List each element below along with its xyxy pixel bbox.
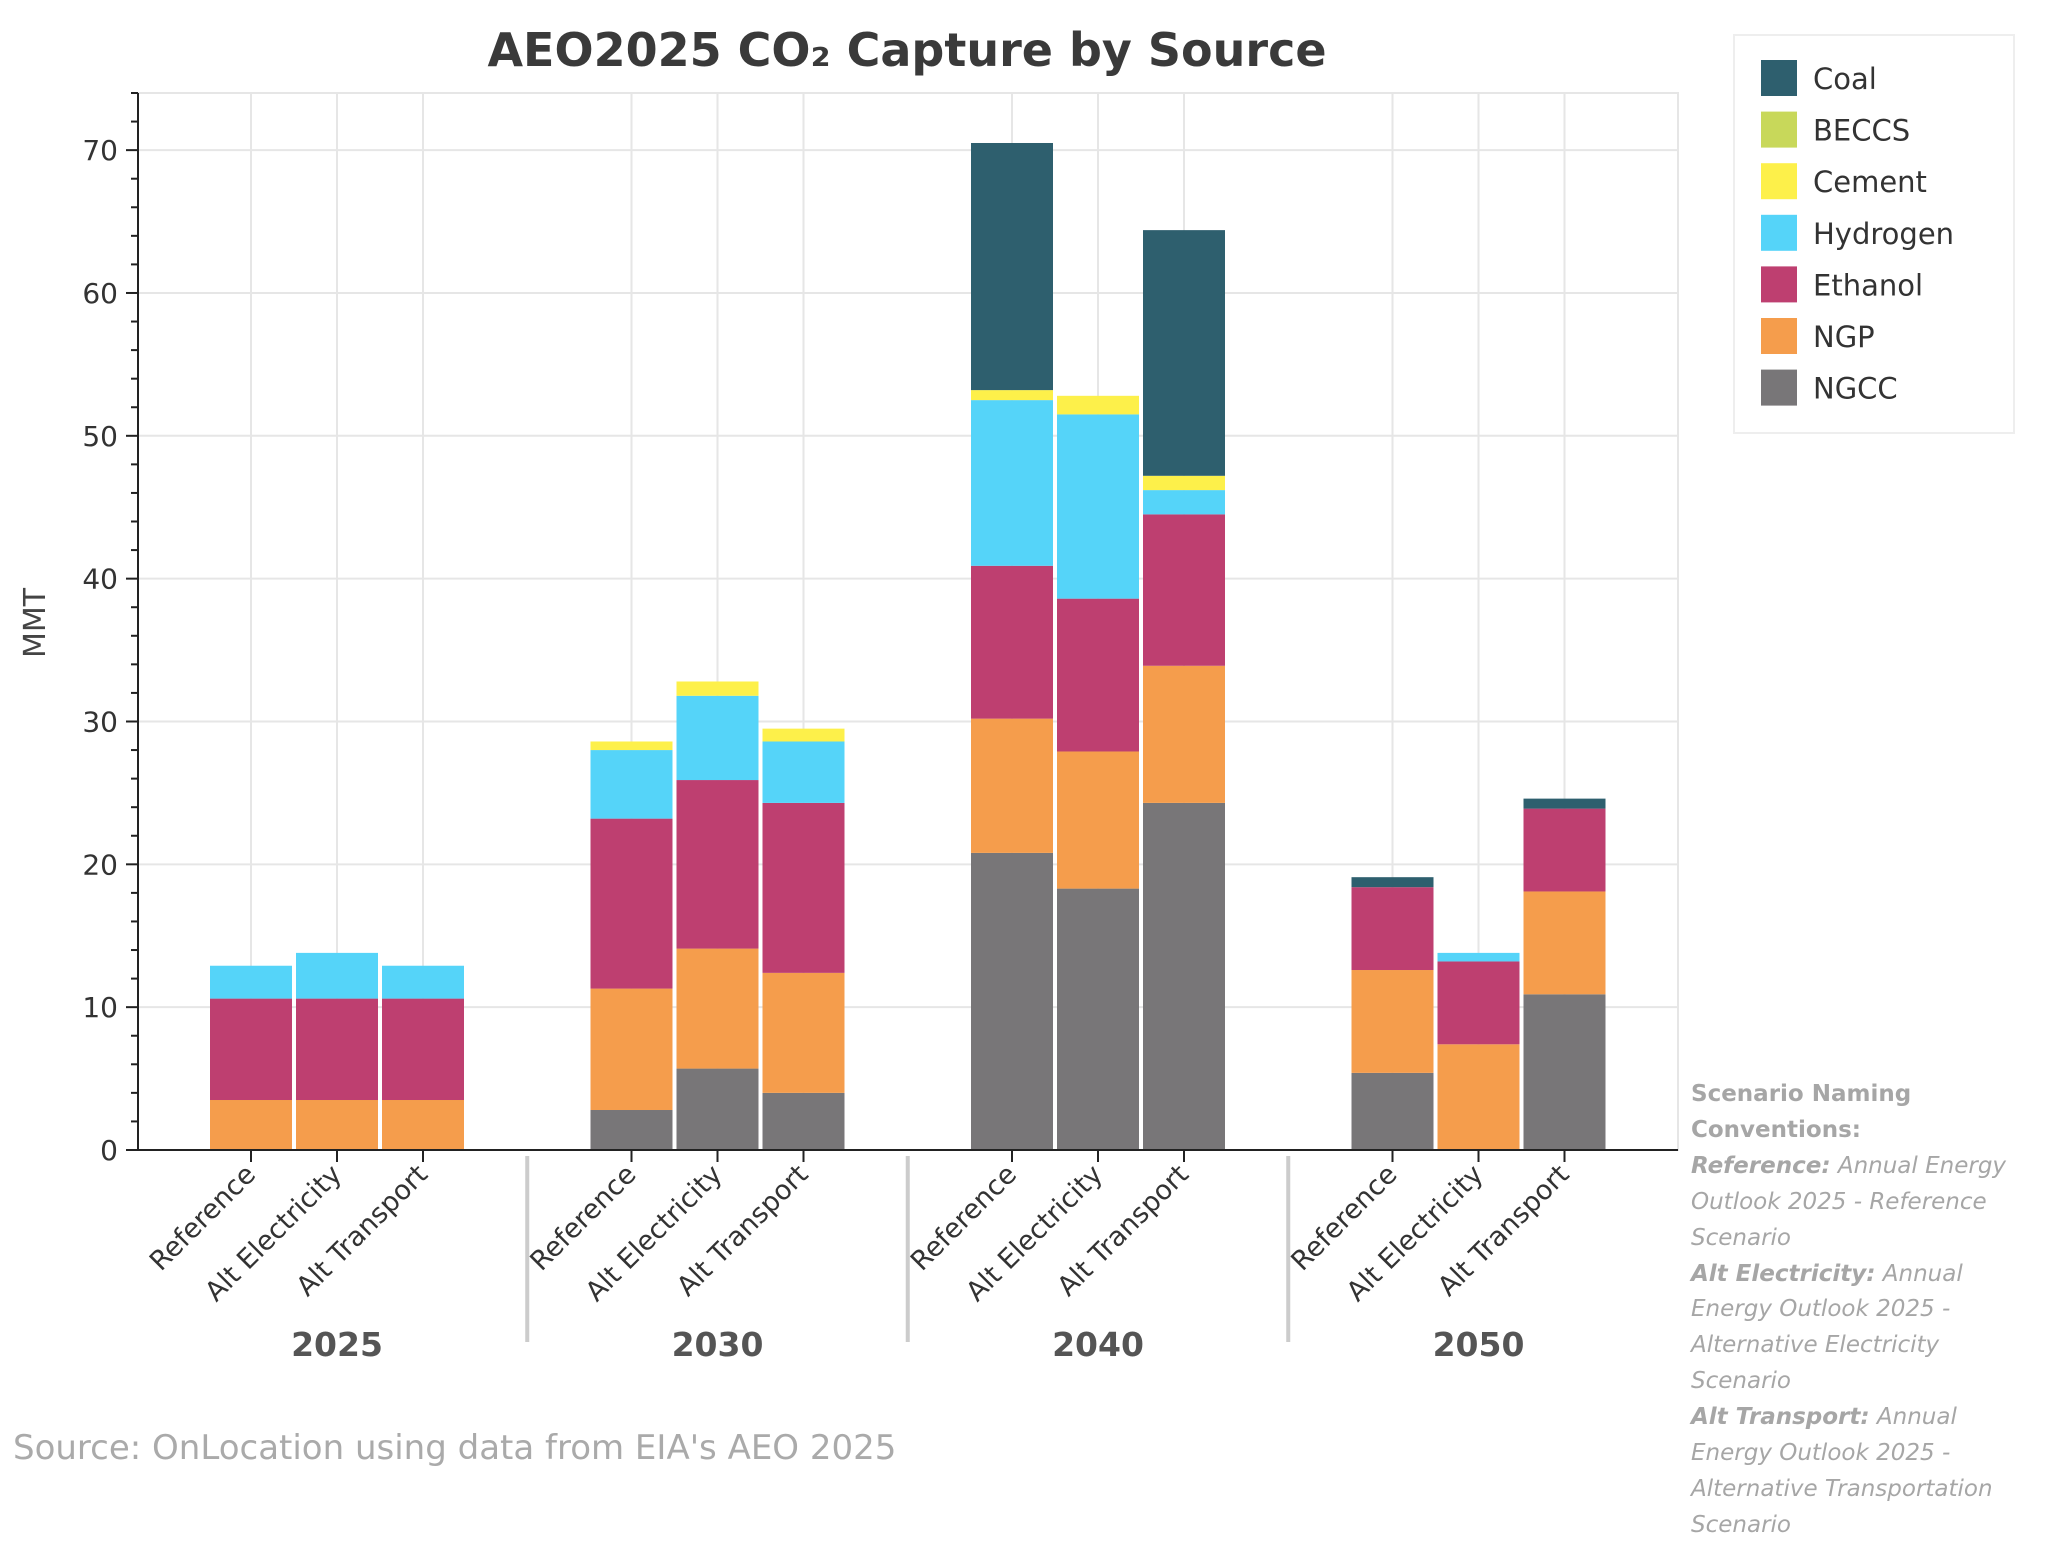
legend: Coal BECCS Cement Hydrogen Ethanol NGP NGCC (1733, 34, 2015, 434)
note-desc: Annual Energy Outlook 2025 - Alternative… (1691, 1260, 1963, 1395)
chart-title: AEO2025 CO₂ Capture by Source (487, 23, 1326, 77)
bar-segment (1143, 475, 1225, 491)
bar-segment (590, 818, 673, 989)
bar-segment (676, 695, 759, 781)
y-tick-label: 20 (82, 848, 118, 881)
bar-segment (762, 728, 845, 742)
bar-segment (296, 1100, 378, 1150)
y-tick-label: 40 (82, 563, 118, 596)
bar-segment (1057, 598, 1139, 752)
legend-swatch (1761, 369, 1797, 406)
legend-swatch (1761, 214, 1797, 251)
bar-segment (1057, 888, 1139, 1150)
legend-label: BECCS (1813, 114, 1910, 148)
bar-segment (590, 988, 673, 1111)
bar-segment (590, 750, 673, 819)
legend-swatch (1761, 163, 1797, 200)
bar-segment (1143, 490, 1225, 515)
legend-label: Coal (1813, 62, 1877, 96)
y-axis-label: MMT (18, 587, 53, 658)
legend-swatch (1761, 266, 1797, 303)
legend-swatch (1761, 318, 1797, 354)
bar-segment (1351, 1072, 1434, 1150)
legend-label: NGCC (1813, 372, 1898, 406)
note-term: Alt Transport: (1691, 1404, 1870, 1431)
bar-segment (210, 998, 292, 1101)
bar-segment (296, 952, 378, 999)
bar-segment (762, 1092, 845, 1150)
y-tick-label: 50 (82, 420, 118, 453)
bar-segment (382, 965, 464, 999)
bar-segment (971, 718, 1053, 853)
legend-label: Ethanol (1813, 268, 1923, 302)
bar-segment (590, 1110, 673, 1150)
bar-segment (382, 998, 464, 1101)
bar-segment (382, 1100, 464, 1150)
bar-segment (1057, 395, 1139, 415)
legend-label: Cement (1813, 165, 1927, 199)
bar-segment (676, 948, 759, 1069)
y-tick-label: 10 (82, 991, 118, 1024)
bar-segment (1143, 802, 1225, 1150)
bar-segment (1143, 514, 1225, 666)
bar-segment (971, 400, 1053, 566)
bar-segment (971, 390, 1053, 401)
legend-label: NGP (1813, 320, 1875, 354)
bar-segment (1351, 877, 1434, 888)
bar-segment (971, 565, 1053, 719)
bar-segment (676, 681, 759, 696)
notes-heading: Scenario Naming Conventions: (1691, 1081, 1912, 1143)
bar-segment (1437, 961, 1520, 1045)
bar-segment (1523, 994, 1606, 1150)
bar-segment (1143, 230, 1225, 476)
y-tick-label: 60 (82, 277, 118, 310)
group-label: 2040 (1052, 1325, 1144, 1364)
legend-label: Hydrogen (1813, 217, 1954, 251)
y-tick-label: 0 (100, 1134, 118, 1167)
bar-segment (1523, 798, 1606, 809)
group-label: 2025 (291, 1325, 383, 1364)
group-label: 2050 (1433, 1325, 1525, 1364)
bar-segment (1437, 952, 1520, 962)
bar-segment (762, 802, 845, 973)
note-term: Alt Electricity: (1691, 1260, 1876, 1287)
bar-segment (296, 998, 378, 1101)
note-term: Reference: (1691, 1152, 1831, 1179)
bar-segment (1057, 751, 1139, 889)
note-reference: Reference: Annual Energy Outlook 2025 - … (1691, 1149, 2041, 1257)
note-alt-electricity: Alt Electricity: Annual Energy Outlook 2… (1691, 1257, 2041, 1401)
group-label: 2030 (672, 1325, 764, 1364)
bar-segment (1351, 887, 1434, 971)
source-note: Source: OnLocation using data from EIA's… (13, 1428, 897, 1468)
bar-segment (971, 142, 1053, 391)
note-desc: Annual Energy Outlook 2025 - Reference S… (1691, 1152, 2007, 1251)
stacked-bar-chart: AEO2025 CO₂ Capture by Source MMT Refere… (18, 23, 2015, 1364)
bar-segment (1351, 970, 1434, 1073)
bar-segment (590, 741, 673, 751)
note-alt-transport: Alt Transport: Annual Energy Outlook 202… (1691, 1400, 2041, 1544)
y-tick-label: 30 (82, 705, 118, 738)
bar-segment (676, 1068, 759, 1150)
bar-segment (210, 1100, 292, 1150)
bar-segment (1523, 808, 1606, 892)
bar-segment (971, 852, 1053, 1150)
bar-segment (210, 965, 292, 999)
bar-segment (762, 972, 845, 1093)
bar-segment (676, 780, 759, 949)
y-tick-label: 70 (82, 134, 118, 167)
legend-swatch (1761, 111, 1797, 148)
legend-swatch (1761, 60, 1797, 96)
bar-segment (1437, 1044, 1520, 1150)
bar-segment (1523, 891, 1606, 995)
bar-segment (762, 741, 845, 803)
bar-segment (1143, 665, 1225, 803)
bar-segment (1057, 414, 1139, 599)
